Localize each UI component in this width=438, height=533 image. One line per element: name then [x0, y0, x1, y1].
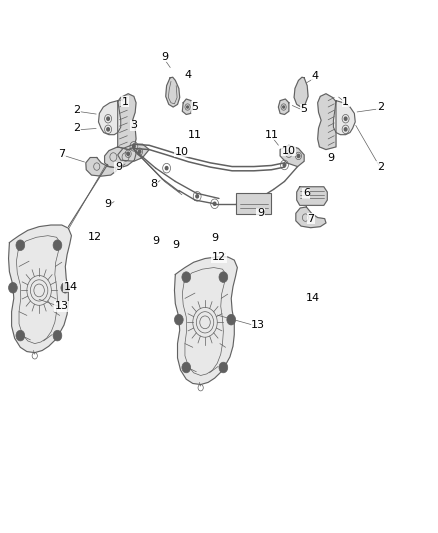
Polygon shape [318, 94, 336, 150]
Text: 1: 1 [122, 96, 129, 107]
Circle shape [227, 314, 236, 325]
Text: 11: 11 [265, 130, 279, 140]
Polygon shape [294, 77, 308, 107]
Text: 9: 9 [152, 236, 159, 246]
Text: 10: 10 [282, 146, 296, 156]
Circle shape [187, 106, 188, 108]
Circle shape [16, 240, 25, 251]
Text: 9: 9 [115, 162, 122, 172]
Polygon shape [333, 101, 355, 135]
Text: 12: 12 [88, 232, 102, 242]
Text: 2: 2 [377, 102, 384, 112]
Circle shape [283, 164, 286, 166]
Text: 12: 12 [212, 253, 226, 262]
Text: 9: 9 [327, 153, 334, 163]
Circle shape [53, 240, 62, 251]
Circle shape [182, 272, 191, 282]
Circle shape [196, 195, 198, 198]
Circle shape [138, 150, 141, 154]
Text: 4: 4 [185, 70, 192, 80]
Text: 6: 6 [303, 188, 310, 198]
Polygon shape [174, 257, 237, 384]
Polygon shape [118, 94, 136, 150]
Text: 2: 2 [74, 104, 81, 115]
Polygon shape [118, 144, 149, 161]
Circle shape [219, 272, 228, 282]
Text: 13: 13 [55, 301, 69, 311]
Circle shape [107, 128, 110, 131]
Circle shape [213, 202, 216, 205]
Text: 13: 13 [251, 320, 265, 330]
Circle shape [182, 362, 191, 373]
Circle shape [174, 314, 183, 325]
Text: 2: 2 [377, 161, 384, 172]
Text: 7: 7 [58, 149, 65, 159]
Text: 11: 11 [188, 130, 202, 140]
Polygon shape [86, 158, 117, 176]
Polygon shape [182, 99, 193, 115]
Text: 5: 5 [300, 104, 307, 114]
Circle shape [344, 128, 347, 131]
Text: 7: 7 [307, 214, 314, 224]
Text: 8: 8 [150, 179, 157, 189]
Text: 9: 9 [211, 233, 218, 244]
Circle shape [133, 145, 135, 148]
Text: 5: 5 [191, 102, 198, 112]
Polygon shape [297, 187, 327, 205]
Polygon shape [296, 207, 326, 228]
Text: 3: 3 [131, 120, 138, 130]
Text: 14: 14 [306, 293, 320, 303]
Circle shape [127, 152, 130, 156]
Text: 9: 9 [104, 199, 111, 209]
Circle shape [61, 282, 70, 293]
Text: 1: 1 [342, 96, 349, 107]
Circle shape [288, 152, 290, 156]
Circle shape [297, 155, 300, 158]
Circle shape [165, 166, 168, 169]
Text: 9: 9 [172, 240, 179, 250]
Polygon shape [9, 225, 71, 353]
Circle shape [219, 362, 228, 373]
Text: 4: 4 [311, 71, 318, 81]
Text: 14: 14 [64, 282, 78, 292]
Text: 9: 9 [257, 208, 264, 219]
Polygon shape [99, 101, 121, 135]
Circle shape [344, 117, 347, 120]
Polygon shape [280, 146, 304, 166]
Text: 10: 10 [175, 147, 189, 157]
Circle shape [107, 117, 110, 120]
Text: 2: 2 [74, 123, 81, 133]
Circle shape [9, 282, 17, 293]
Polygon shape [279, 99, 289, 115]
FancyBboxPatch shape [237, 193, 272, 214]
Text: 9: 9 [161, 52, 168, 61]
Polygon shape [166, 77, 180, 107]
Polygon shape [105, 147, 136, 168]
Circle shape [16, 330, 25, 341]
Circle shape [283, 106, 285, 108]
Circle shape [53, 330, 62, 341]
